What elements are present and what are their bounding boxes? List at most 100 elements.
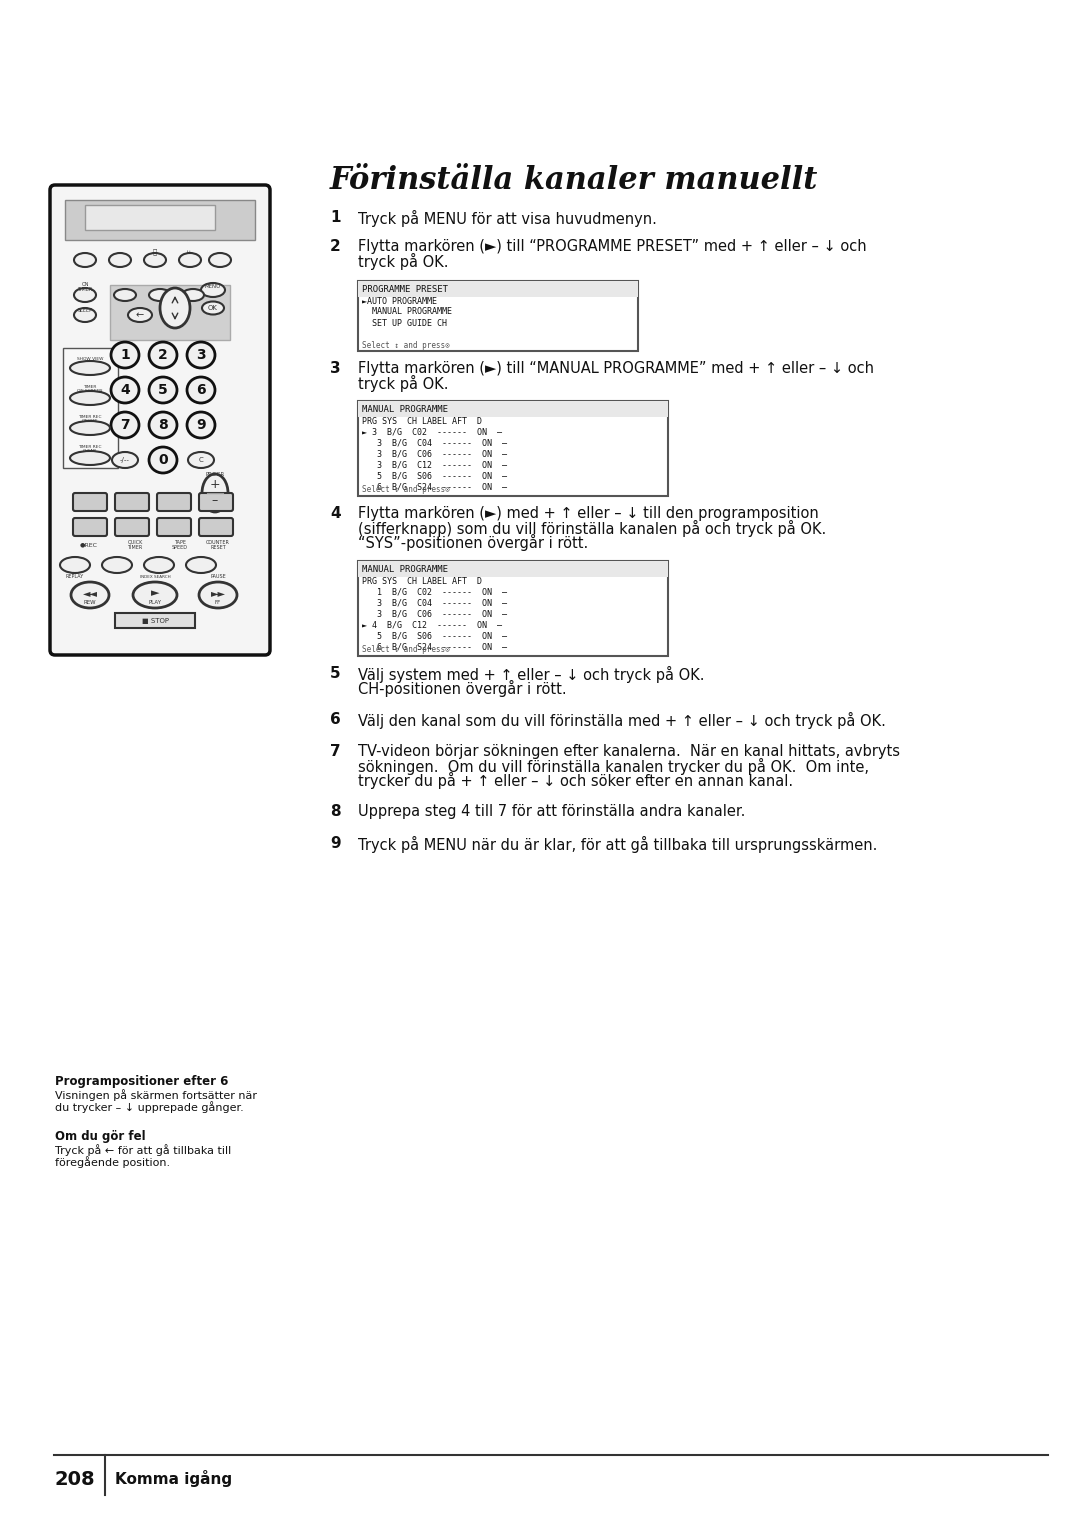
Text: SHOW VIEW: SHOW VIEW — [77, 357, 104, 361]
Text: Välj system med + ↑ eller – ↓ och tryck på OK.: Välj system med + ↑ eller – ↓ och tryck … — [357, 666, 704, 683]
Bar — [357, 281, 638, 351]
Text: Visningen på skärmen fortsätter när: Visningen på skärmen fortsätter när — [55, 1089, 257, 1101]
Text: 5: 5 — [158, 383, 167, 396]
Text: Välj den kanal som du vill förinställa med + ↑ eller – ↓ och tryck på OK.: Välj den kanal som du vill förinställa m… — [357, 712, 886, 729]
Text: PLAY: PLAY — [149, 599, 162, 604]
Text: 5: 5 — [330, 666, 340, 682]
Text: tryck på OK.: tryck på OK. — [357, 375, 448, 392]
Text: PROGR: PROGR — [205, 473, 225, 477]
Ellipse shape — [187, 342, 215, 368]
Text: REPLAY: REPLAY — [66, 575, 84, 580]
Ellipse shape — [186, 557, 216, 573]
Text: +: + — [210, 479, 220, 491]
Bar — [357, 561, 669, 656]
Text: QUICK
TIMER: QUICK TIMER — [127, 540, 143, 551]
Text: ► 4  B/G  C12  ------  ON  –: ► 4 B/G C12 ------ ON – — [362, 621, 502, 630]
Text: 3  B/G  C04  ------  ON  –: 3 B/G C04 ------ ON – — [362, 598, 507, 607]
Text: 3  B/G  C06  ------  ON  –: 3 B/G C06 ------ ON – — [362, 610, 507, 619]
Ellipse shape — [144, 253, 166, 267]
Text: REW: REW — [83, 599, 96, 604]
Ellipse shape — [149, 342, 177, 368]
Ellipse shape — [149, 377, 177, 403]
Text: 9: 9 — [197, 418, 206, 432]
Text: TIMER REC
ON/OFF: TIMER REC ON/OFF — [78, 415, 102, 424]
Text: föregående position.: föregående position. — [55, 1156, 171, 1168]
Text: MENU: MENU — [205, 284, 221, 288]
Text: Select ↕ and press⊙: Select ↕ and press⊙ — [362, 645, 450, 654]
Ellipse shape — [70, 451, 110, 465]
Bar — [65, 200, 255, 239]
Ellipse shape — [71, 583, 109, 608]
Ellipse shape — [70, 421, 110, 435]
Text: Programpositioner efter 6: Programpositioner efter 6 — [55, 1075, 228, 1087]
Ellipse shape — [111, 377, 139, 403]
Text: SLEEP: SLEEP — [78, 308, 93, 313]
Text: 1  B/G  C02  ------  ON  –: 1 B/G C02 ------ ON – — [362, 587, 507, 596]
FancyBboxPatch shape — [73, 518, 107, 535]
Ellipse shape — [60, 557, 90, 573]
Text: ■ STOP: ■ STOP — [141, 618, 168, 624]
Text: “SYS”-positionen övergår i rött.: “SYS”-positionen övergår i rött. — [357, 534, 589, 551]
Text: 7: 7 — [120, 418, 130, 432]
Text: 3  B/G  C12  ------  ON  –: 3 B/G C12 ------ ON – — [362, 461, 507, 470]
FancyBboxPatch shape — [114, 518, 149, 535]
Ellipse shape — [133, 583, 177, 608]
Text: 3  B/G  C06  ------  ON  –: 3 B/G C06 ------ ON – — [362, 450, 507, 459]
Text: 1: 1 — [330, 210, 340, 226]
Text: 6: 6 — [330, 712, 341, 727]
Bar — [110, 285, 230, 340]
FancyBboxPatch shape — [157, 518, 191, 535]
Text: TV-videon börjar sökningen efter kanalerna.  När en kanal hittats, avbryts: TV-videon börjar sökningen efter kanaler… — [357, 744, 900, 759]
Ellipse shape — [75, 288, 96, 302]
Bar — [357, 401, 669, 416]
Text: INDEX SEARCH: INDEX SEARCH — [139, 575, 171, 580]
Text: 3: 3 — [197, 348, 206, 361]
Text: PRG SYS  CH LABEL AFT  D: PRG SYS CH LABEL AFT D — [362, 416, 482, 425]
Ellipse shape — [149, 290, 171, 300]
Ellipse shape — [109, 253, 131, 267]
Text: ►AUTO PROGRAMME: ►AUTO PROGRAMME — [362, 296, 437, 305]
Text: PROGRAMME PRESET: PROGRAMME PRESET — [362, 285, 448, 293]
Text: Tryck på MENU när du är klar, för att gå tillbaka till ursprungsskärmen.: Tryck på MENU när du är klar, för att gå… — [357, 836, 877, 852]
Text: ► 3  B/G  C02  ------  ON  –: ► 3 B/G C02 ------ ON – — [362, 427, 502, 436]
Text: C: C — [199, 458, 203, 464]
Text: 5  B/G  S06  ------  ON  –: 5 B/G S06 ------ ON – — [362, 631, 507, 640]
Text: du trycker – ↓ upprepade gånger.: du trycker – ↓ upprepade gånger. — [55, 1101, 244, 1113]
Ellipse shape — [199, 583, 237, 608]
Ellipse shape — [111, 412, 139, 438]
Text: ●REC: ●REC — [80, 543, 98, 547]
Ellipse shape — [202, 474, 228, 512]
Text: 3: 3 — [330, 361, 340, 377]
Text: Tryck på MENU för att visa huvudmenyn.: Tryck på MENU för att visa huvudmenyn. — [357, 210, 657, 227]
Ellipse shape — [102, 557, 132, 573]
Text: 9: 9 — [330, 836, 340, 851]
Text: MANUAL PROGRAMME: MANUAL PROGRAMME — [362, 564, 448, 573]
Text: –: – — [212, 494, 218, 508]
Text: TIMER
ON SCREEN: TIMER ON SCREEN — [78, 384, 103, 393]
Bar — [114, 613, 195, 628]
Text: 7: 7 — [330, 744, 340, 759]
Bar — [357, 401, 669, 496]
Text: 6  B/G  S24  ------  ON  –: 6 B/G S24 ------ ON – — [362, 482, 507, 491]
Text: Select ↕ and press⊙: Select ↕ and press⊙ — [362, 485, 450, 494]
Text: 2: 2 — [158, 348, 167, 361]
FancyBboxPatch shape — [114, 493, 149, 511]
Ellipse shape — [149, 447, 177, 473]
Ellipse shape — [112, 451, 138, 468]
FancyBboxPatch shape — [199, 493, 233, 511]
Text: 8: 8 — [158, 418, 167, 432]
Text: ►►: ►► — [211, 589, 226, 598]
Text: Tryck på ← för att gå tillbaka till: Tryck på ← för att gå tillbaka till — [55, 1144, 231, 1156]
Ellipse shape — [179, 253, 201, 267]
Bar — [85, 204, 215, 230]
Text: 8: 8 — [330, 804, 340, 819]
Ellipse shape — [70, 361, 110, 375]
Text: ◄◄: ◄◄ — [82, 589, 97, 598]
Text: 🔇: 🔇 — [153, 249, 157, 255]
Text: Flytta markören (►) till “MANUAL PROGRAMME” med + ↑ eller – ↓ och: Flytta markören (►) till “MANUAL PROGRAM… — [357, 361, 874, 377]
Text: i+: i+ — [187, 250, 193, 255]
Text: PRG SYS  CH LABEL AFT  D: PRG SYS CH LABEL AFT D — [362, 576, 482, 586]
Text: COUNTER
RESET: COUNTER RESET — [206, 540, 230, 551]
Text: SET UP GUIDE CH: SET UP GUIDE CH — [362, 319, 447, 328]
Text: 4: 4 — [120, 383, 130, 396]
